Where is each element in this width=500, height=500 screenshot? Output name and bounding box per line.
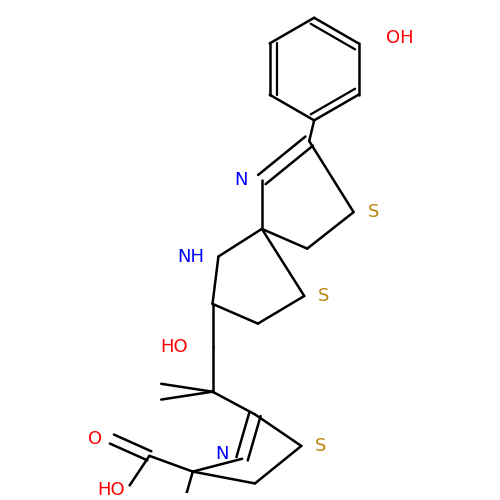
Text: NH: NH: [178, 248, 204, 266]
Text: S: S: [368, 203, 379, 221]
Text: N: N: [215, 445, 228, 463]
Text: S: S: [315, 437, 326, 455]
Text: O: O: [88, 430, 102, 448]
Text: HO: HO: [97, 482, 124, 500]
Text: N: N: [234, 170, 248, 188]
Text: OH: OH: [386, 30, 414, 48]
Text: S: S: [318, 287, 330, 305]
Text: HO: HO: [160, 338, 188, 356]
